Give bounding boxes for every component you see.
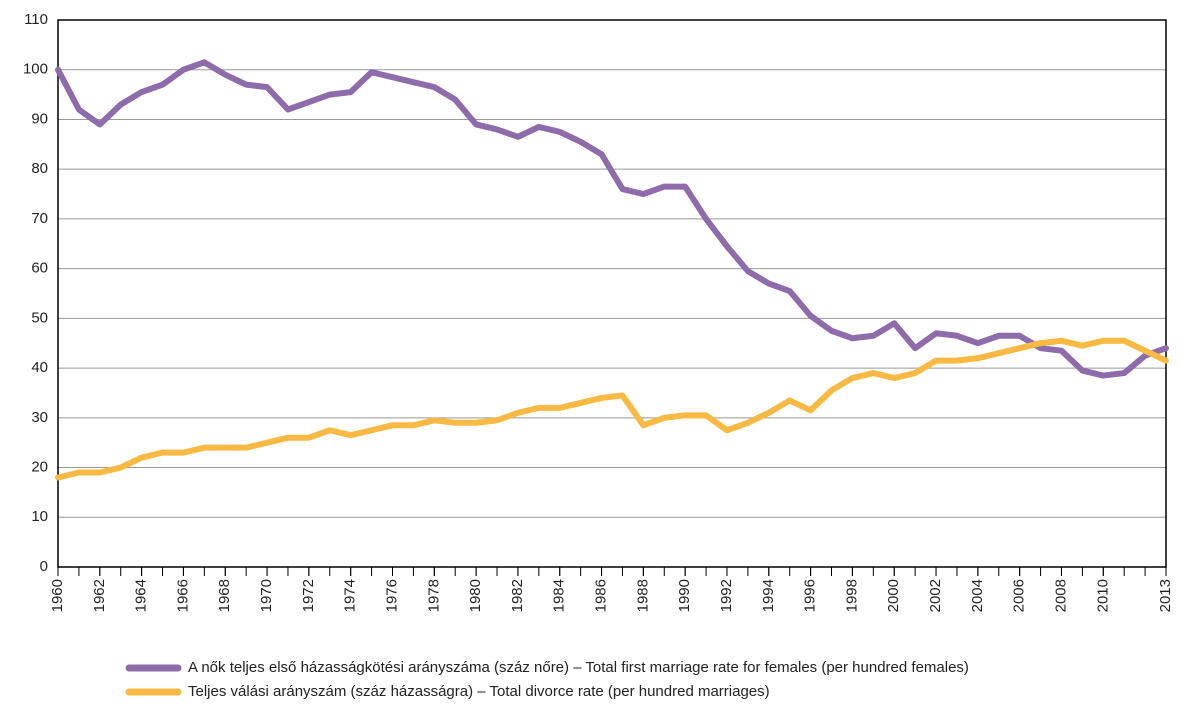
x-tick-label: 2013 xyxy=(1157,579,1174,612)
x-tick-label: 1980 xyxy=(467,579,484,612)
x-tick-label: 2004 xyxy=(969,579,986,612)
x-tick-label: 1964 xyxy=(133,579,150,612)
x-tick-label: 1994 xyxy=(760,579,777,612)
x-tick-label: 1962 xyxy=(91,579,108,612)
y-tick-label: 20 xyxy=(31,459,48,476)
plot-frame xyxy=(57,19,1167,568)
y-tick-label: 30 xyxy=(31,409,48,426)
x-tick-label: 1998 xyxy=(843,579,860,612)
x-tick-label: 1974 xyxy=(342,579,359,612)
legend-label: A nők teljes első házasságkötési aránysz… xyxy=(188,659,969,676)
x-tick-label: 2006 xyxy=(1011,579,1028,612)
x-tick-label: 2010 xyxy=(1094,579,1111,612)
x-tick-label: 2008 xyxy=(1052,579,1069,612)
x-tick-label: 1986 xyxy=(593,579,610,612)
y-tick-label: 10 xyxy=(31,508,48,525)
legend-label: Teljes válási arányszám (száz házasságra… xyxy=(188,683,770,700)
y-tick-label: 80 xyxy=(31,160,48,177)
x-tick-label: 1970 xyxy=(258,579,275,612)
y-tick-label: 70 xyxy=(31,210,48,227)
x-tick-label: 1968 xyxy=(216,579,233,612)
x-tick-label: 2000 xyxy=(885,579,902,612)
x-tick-label: 1982 xyxy=(509,579,526,612)
y-tick-label: 40 xyxy=(31,359,48,376)
x-tick-label: 1966 xyxy=(174,579,191,612)
x-tick-label: 1988 xyxy=(634,579,651,612)
x-tick-label: 1992 xyxy=(718,579,735,612)
series-line xyxy=(55,337,1169,481)
x-tick-label: 1960 xyxy=(49,579,66,612)
y-tick-label: 0 xyxy=(40,558,48,575)
x-tick-label: 1976 xyxy=(383,579,400,612)
x-tick-label: 2002 xyxy=(927,579,944,612)
y-tick-label: 100 xyxy=(23,61,48,78)
y-tick-label: 110 xyxy=(24,11,48,28)
x-tick-label: 1978 xyxy=(425,579,442,612)
y-tick-label: 90 xyxy=(31,110,48,127)
y-tick-label: 50 xyxy=(31,309,48,326)
x-tick-label: 1996 xyxy=(802,579,819,612)
x-tick-label: 1984 xyxy=(551,579,568,612)
x-tick-label: 1990 xyxy=(676,579,693,612)
y-tick-label: 60 xyxy=(31,260,48,277)
x-tick-label: 1972 xyxy=(300,579,317,612)
series-line xyxy=(55,59,1169,379)
